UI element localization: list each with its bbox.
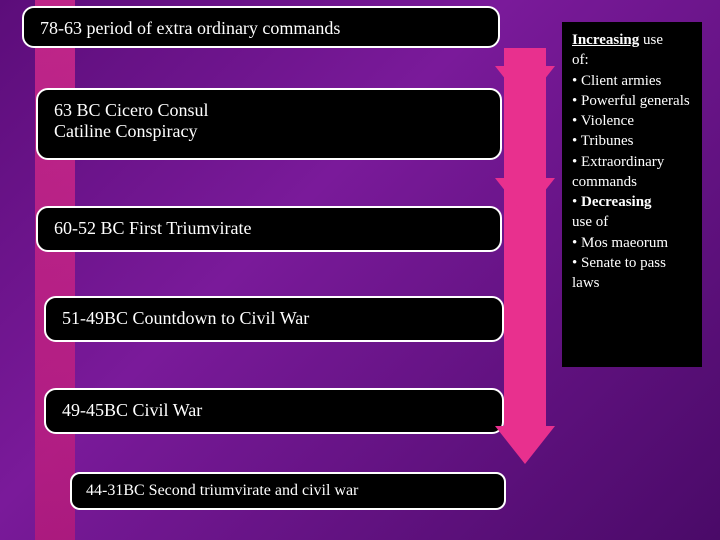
side-increasing-item-0: • Client armies — [572, 71, 692, 91]
side-decreasing-subtitle: use of — [572, 212, 692, 232]
timeline-box-2: 60-52 BC First Triumvirate — [36, 206, 502, 252]
timeline-box-text: 49-45BC Civil War — [62, 400, 486, 421]
timeline-box-5: 44-31BC Second triumvirate and civil war — [70, 472, 506, 510]
slide-accent-stripe — [35, 0, 75, 540]
arrow-head-mid-1 — [495, 178, 555, 216]
side-panel: Increasing useof:• Client armies• Powerf… — [562, 22, 702, 367]
side-increasing-item-3: • Tribunes — [572, 131, 692, 151]
side-increasing-title: Increasing use — [572, 30, 692, 50]
side-increasing-subtitle: of: — [572, 50, 692, 70]
timeline-box-text: 78-63 period of extra ordinary commands — [40, 18, 482, 39]
timeline-box-text: 51-49BC Countdown to Civil War — [62, 308, 486, 329]
timeline-box-text: Catiline Conspiracy — [54, 121, 484, 142]
timeline-box-1: 63 BC Cicero ConsulCatiline Conspiracy — [36, 88, 502, 160]
side-decreasing-title: • Decreasing — [572, 192, 692, 212]
side-increasing-item-4: • Extraordinary commands — [572, 152, 692, 193]
side-decreasing-item-0: • Mos maeorum — [572, 233, 692, 253]
timeline-box-text: 63 BC Cicero Consul — [54, 100, 484, 121]
arrow-head-mid-0 — [495, 66, 555, 104]
timeline-box-4: 49-45BC Civil War — [44, 388, 504, 434]
timeline-box-text: 60-52 BC First Triumvirate — [54, 218, 484, 239]
timeline-box-0: 78-63 period of extra ordinary commands — [22, 6, 500, 48]
arrow-body — [504, 48, 546, 426]
side-increasing-item-1: • Powerful generals — [572, 91, 692, 111]
side-decreasing-item-1: • Senate to pass laws — [572, 253, 692, 294]
side-panel-content: Increasing useof:• Client armies• Powerf… — [572, 30, 692, 293]
side-increasing-item-2: • Violence — [572, 111, 692, 131]
arrow-head — [495, 426, 555, 464]
timeline-box-text: 44-31BC Second triumvirate and civil war — [86, 482, 490, 500]
timeline-box-3: 51-49BC Countdown to Civil War — [44, 296, 504, 342]
